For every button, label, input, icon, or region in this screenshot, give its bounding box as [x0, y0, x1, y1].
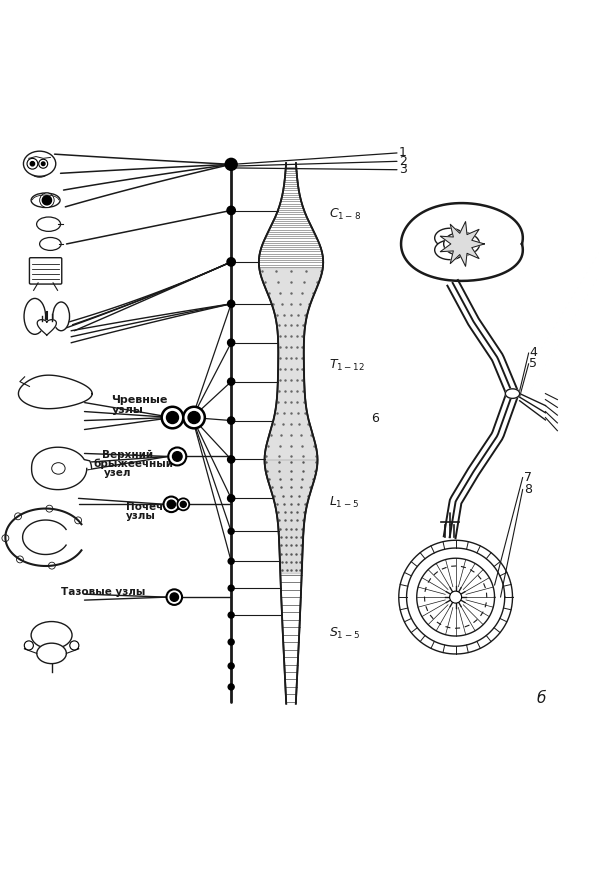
- Polygon shape: [505, 388, 520, 398]
- Ellipse shape: [443, 233, 479, 255]
- Circle shape: [228, 684, 234, 690]
- Text: Почечные: Почечные: [127, 503, 187, 512]
- Circle shape: [449, 591, 461, 603]
- Ellipse shape: [23, 152, 56, 176]
- Circle shape: [27, 159, 38, 169]
- Text: узлы: узлы: [112, 405, 143, 415]
- Text: узлы: узлы: [127, 511, 156, 522]
- Circle shape: [228, 585, 234, 591]
- Ellipse shape: [434, 240, 464, 260]
- Circle shape: [41, 162, 45, 165]
- Circle shape: [227, 258, 235, 267]
- Text: узел: узел: [104, 468, 131, 477]
- Circle shape: [227, 417, 235, 424]
- Circle shape: [188, 412, 200, 423]
- Text: 5: 5: [529, 357, 537, 370]
- Polygon shape: [32, 447, 92, 490]
- Circle shape: [70, 641, 79, 650]
- Circle shape: [172, 452, 182, 462]
- Polygon shape: [401, 203, 523, 281]
- Text: 3: 3: [399, 163, 407, 176]
- Text: 4: 4: [529, 347, 537, 360]
- Circle shape: [225, 159, 237, 171]
- Ellipse shape: [37, 643, 67, 664]
- Circle shape: [228, 663, 234, 669]
- Circle shape: [183, 407, 205, 429]
- Text: Тазовые узлы: Тазовые узлы: [61, 587, 145, 598]
- Circle shape: [167, 500, 175, 509]
- Circle shape: [227, 206, 235, 214]
- Text: Верхний: Верхний: [103, 449, 154, 460]
- Circle shape: [170, 593, 178, 601]
- Circle shape: [227, 456, 235, 463]
- Circle shape: [169, 448, 186, 465]
- Circle shape: [228, 558, 234, 564]
- Circle shape: [40, 193, 54, 207]
- Circle shape: [227, 495, 235, 502]
- Ellipse shape: [37, 217, 61, 232]
- Text: $L_{1-5}$: $L_{1-5}$: [329, 495, 359, 510]
- Polygon shape: [440, 221, 484, 267]
- Circle shape: [167, 412, 178, 423]
- Circle shape: [164, 496, 179, 512]
- Circle shape: [24, 641, 34, 650]
- Circle shape: [30, 162, 35, 165]
- Circle shape: [42, 196, 52, 205]
- Text: 8: 8: [524, 483, 532, 496]
- Text: 7: 7: [524, 471, 532, 484]
- Polygon shape: [37, 320, 56, 335]
- Ellipse shape: [31, 165, 49, 177]
- Ellipse shape: [24, 299, 46, 334]
- Circle shape: [227, 300, 235, 307]
- Text: брыжеечный: брыжеечный: [94, 458, 173, 469]
- Circle shape: [228, 612, 234, 618]
- Ellipse shape: [40, 238, 61, 250]
- Polygon shape: [19, 375, 92, 408]
- Text: 2: 2: [399, 155, 407, 168]
- Circle shape: [177, 498, 189, 510]
- Text: Чревные: Чревные: [112, 395, 168, 405]
- Circle shape: [227, 339, 235, 347]
- Text: 1: 1: [399, 146, 407, 159]
- Ellipse shape: [434, 228, 464, 247]
- Ellipse shape: [53, 302, 70, 331]
- Text: $C_{1-8}$: $C_{1-8}$: [329, 206, 361, 221]
- Ellipse shape: [31, 193, 60, 207]
- Text: б: б: [536, 692, 546, 706]
- Text: 6: 6: [371, 412, 379, 425]
- Circle shape: [180, 502, 186, 507]
- Circle shape: [227, 378, 235, 385]
- Circle shape: [228, 639, 234, 645]
- Circle shape: [162, 407, 183, 429]
- Ellipse shape: [31, 622, 72, 649]
- Text: $T_{1-12}$: $T_{1-12}$: [329, 358, 365, 373]
- Text: $S_{1-5}$: $S_{1-5}$: [329, 625, 360, 640]
- Circle shape: [167, 590, 182, 604]
- Circle shape: [228, 529, 234, 534]
- Circle shape: [39, 159, 47, 168]
- FancyBboxPatch shape: [29, 258, 62, 284]
